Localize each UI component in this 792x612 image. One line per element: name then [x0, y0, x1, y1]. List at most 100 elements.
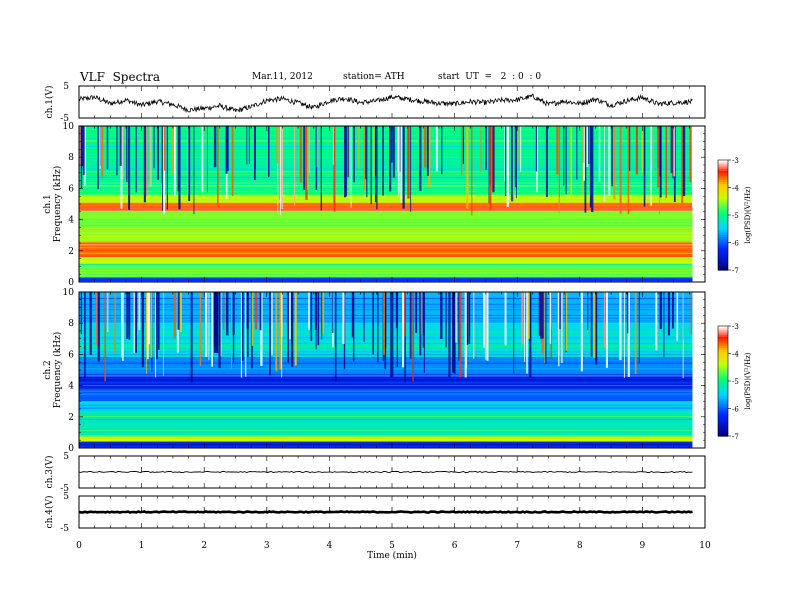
- ch2-spectrogram-colorbar-cell: [718, 386, 728, 389]
- ch1-spectrogram-colorbar-cell: [718, 257, 728, 260]
- x-tick-label: 1: [139, 541, 145, 551]
- x-tick-label: 0: [76, 541, 82, 551]
- x-tick-label: 3: [264, 541, 270, 551]
- ch2-spectrogram-colorbar-cell: [718, 425, 728, 428]
- ch2-spectrogram-colorbar-cell: [718, 434, 728, 437]
- ch1-spectrogram-colorbar-cell: [718, 242, 728, 245]
- chart-title: VLF Spectra: [80, 70, 161, 84]
- ch3-waveform-ylabel: ch.3(V): [44, 456, 55, 489]
- ch1-spectrogram-colorbar-cell: [718, 194, 728, 198]
- ch1-spectrogram-colorbar-cell: [718, 260, 728, 264]
- ch2-spectrogram-colorbar-cell: [718, 403, 728, 406]
- ch1-spectrogram-colorbar-cell: [718, 244, 728, 247]
- x-tick-label: 5: [389, 541, 395, 551]
- ch2-spectrogram-colorbar-cell: [718, 326, 728, 329]
- ch1-spectrogram-colorbar-cell: [718, 165, 728, 168]
- ch1-spectrogram-colorbar-cell: [718, 255, 728, 258]
- ch2-spectrogram-band: [79, 410, 693, 436]
- ch2-spectrogram-colorbar-cell: [718, 359, 728, 362]
- ch1-spectrogram-colorbar-cell: [718, 185, 728, 189]
- ch2-spectrogram-colorbar-tick-label: -3: [732, 323, 739, 331]
- ch1-spectrogram-band: [79, 157, 693, 186]
- ch1-spectrogram-colorbar-cell: [718, 249, 728, 253]
- ch2-spectrogram-colorbar-cell: [718, 371, 728, 375]
- ch2-spectrogram-ylabel-channel: ch.2: [43, 360, 53, 379]
- ch1-spectrogram-colorbar-cell: [718, 222, 728, 225]
- ch2-spectrogram-colorbar-cell: [718, 379, 728, 382]
- ch1-spectrogram-colorbar-cell: [718, 171, 728, 174]
- ch2-spectrogram-colorbar-cell: [718, 360, 728, 364]
- ch1-spectrogram-colorbar-cell: [718, 266, 728, 269]
- ch2-spectrogram-colorbar-tick-label: -5: [732, 378, 739, 386]
- ch2-spectrogram-colorbar-cell: [718, 375, 728, 378]
- ch2-spectrogram-ytick-label: 8: [68, 319, 74, 329]
- ch2-spectrogram-colorbar-cell: [718, 370, 728, 373]
- ch1-spectrogram-band: [79, 257, 693, 264]
- ch4-waveform-ytick-label: -5: [60, 524, 69, 534]
- ch2-spectrogram-colorbar-cell: [718, 399, 728, 402]
- ch1-spectrogram-colorbar-cell: [718, 163, 728, 167]
- ch2-spectrogram-colorbar-cell: [718, 351, 728, 355]
- ch2-spectrogram-colorbar-cell: [718, 390, 728, 393]
- ch2-spectrogram-colorbar-cell: [718, 329, 728, 333]
- x-tick-label: 10: [699, 541, 711, 551]
- ch1-spectrogram-ytick-label: 0: [68, 278, 74, 288]
- ch2-spectrogram-colorbar-cell: [718, 346, 728, 349]
- ch1-spectrogram-colorbar-cell: [718, 183, 728, 187]
- ch2-spectrogram-colorbar-cell: [718, 426, 728, 430]
- ch1-spectrogram-colorbar-cell: [718, 205, 728, 209]
- ch1-spectrogram-colorbar-cell: [718, 169, 728, 172]
- ch1-spectrogram-colorbar-label: log(PSD)(V²/Hz): [744, 186, 752, 243]
- ch2-spectrogram-colorbar-cell: [718, 366, 728, 369]
- ch1-spectrogram-band: [79, 202, 693, 212]
- ch1-spectrogram-ytick-label: 10: [63, 122, 75, 132]
- ch2-spectrogram-colorbar-cell: [718, 384, 728, 388]
- x-tick-label: 4: [327, 541, 333, 551]
- ch1-spectrogram-colorbar-cell: [718, 231, 728, 234]
- ch1-spectrogram-colorbar-cell: [718, 193, 728, 196]
- ch3-waveform-ytick-label: -5: [60, 484, 69, 494]
- x-tick-label: 7: [514, 541, 520, 551]
- ch1-spectrogram-colorbar-cell: [718, 233, 728, 236]
- ch2-spectrogram-colorbar-tick-label: -4: [732, 351, 739, 359]
- ch1-spectrogram-ytick-label: 6: [68, 184, 74, 194]
- ch3-waveform-ytick-label: 5: [63, 452, 69, 462]
- ch1-spectrogram-band: [79, 194, 693, 203]
- ch1-spectrogram-band: [79, 277, 693, 282]
- ch1-spectrogram-colorbar-cell: [718, 202, 728, 205]
- ch2-spectrogram-colorbar-cell: [718, 357, 728, 360]
- ch1-spectrogram-ylabel-frequency: Frequency (kHz): [52, 166, 63, 243]
- ch2-spectrogram-colorbar-cell: [718, 415, 728, 419]
- ch1-spectrogram-colorbar-cell: [718, 264, 728, 267]
- ch2-spectrogram-colorbar-cell: [718, 340, 728, 344]
- ch2-spectrogram-colorbar-cell: [718, 419, 728, 422]
- ch2-spectrogram-colorbar-cell: [718, 430, 728, 433]
- ch1-spectrogram-colorbar-cell: [718, 215, 728, 218]
- ch2-spectrogram-colorbar-cell: [718, 333, 728, 336]
- ch1-spectrogram-colorbar-cell: [718, 218, 728, 222]
- ch1-spectrogram-colorbar-cell: [718, 180, 728, 183]
- ch2-spectrogram-colorbar-cell: [718, 412, 728, 415]
- ch1-spectrogram-colorbar-cell: [718, 237, 728, 240]
- ch2-spectrogram-colorbar-cell: [718, 342, 728, 345]
- ch4-waveform-ylabel: ch.4(V): [44, 496, 55, 529]
- ch1-spectrogram-colorbar-cell: [718, 160, 728, 163]
- ch1-spectrogram-colorbar-tick-label: -6: [732, 240, 739, 248]
- ch1-spectrogram-colorbar-cell: [718, 189, 728, 192]
- ch1-spectrogram-colorbar-cell: [718, 235, 728, 238]
- ch1-spectrogram-colorbar-tick-label: -3: [732, 157, 739, 165]
- ch1-spectrogram-colorbar-cell: [718, 211, 728, 214]
- ch2-spectrogram-colorbar-cell: [718, 410, 728, 413]
- ch2-spectrogram-ytick-label: 6: [68, 350, 74, 360]
- ch2-spectrogram-colorbar-cell: [718, 401, 728, 404]
- ch2-spectrogram-colorbar-label: log(PSD)(V²/Hz): [744, 352, 752, 409]
- ch2-spectrogram-colorbar-cell: [718, 417, 728, 421]
- ch1-spectrogram-colorbar-cell: [718, 248, 728, 251]
- ch2-spectrogram-colorbar-cell: [718, 377, 728, 380]
- ch1-spectrogram-colorbar-cell: [718, 176, 728, 179]
- ch1-spectrogram-colorbar-cell: [718, 174, 728, 178]
- ch1-spectrogram-colorbar-cell: [718, 220, 728, 223]
- ch1-spectrogram-colorbar-cell: [718, 198, 728, 201]
- ch1-spectrogram-colorbar-cell: [718, 238, 728, 242]
